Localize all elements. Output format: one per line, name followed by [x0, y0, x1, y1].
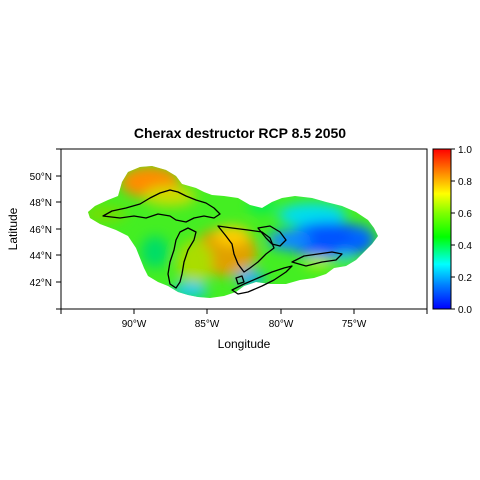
- region-blob: [335, 252, 355, 264]
- lake-erie-outline: [231, 265, 293, 295]
- region-blob: [278, 203, 346, 227]
- color-bar: [432, 148, 452, 310]
- y-tick-label: 46°N: [30, 225, 52, 236]
- x-axis-label: Longitude: [218, 337, 271, 351]
- region-blob: [214, 226, 250, 246]
- region-blob: [248, 199, 276, 213]
- x-tick-label: 90°W: [122, 319, 147, 330]
- y-axis-label: Latitude: [6, 207, 20, 250]
- heatmap-surface: [88, 166, 378, 298]
- color-bar-label: 1.0: [458, 145, 472, 156]
- lake-ontario-outline: [291, 251, 343, 267]
- color-bar-label: 0.4: [458, 241, 472, 252]
- lake-superior-outline: [102, 189, 221, 223]
- chart-title: Cherax destructor RCP 8.5 2050: [134, 125, 346, 141]
- color-bar-label: 0.0: [458, 305, 472, 316]
- x-tick-label: 85°W: [195, 319, 220, 330]
- x-axis: [60, 309, 428, 314]
- y-tick-label: 42°N: [30, 278, 52, 289]
- region-blob: [348, 226, 372, 246]
- lake-huron-outline: [217, 225, 275, 273]
- y-axis: [56, 148, 61, 310]
- region-blob: [172, 282, 208, 298]
- region-blob: [268, 230, 312, 250]
- georgian-bay-outline: [257, 225, 287, 247]
- color-bar-label: 0.8: [458, 177, 472, 188]
- color-bar-ticks: [451, 148, 455, 310]
- lake-michigan-outline: [167, 227, 197, 289]
- color-bar-label: 0.6: [458, 209, 472, 220]
- x-tick-label: 80°W: [269, 319, 294, 330]
- region-blob: [177, 240, 213, 284]
- y-tick-label: 48°N: [30, 198, 52, 209]
- x-tick-label: 75°W: [342, 319, 367, 330]
- region-blob: [144, 186, 196, 206]
- region-blob: [88, 206, 127, 222]
- region-blob: [141, 236, 169, 268]
- region-blob: [304, 256, 332, 268]
- color-bar-label: 0.2: [458, 273, 472, 284]
- y-tick-label: 44°N: [30, 251, 52, 262]
- y-tick-label: 50°N: [30, 172, 52, 183]
- lake-st-clair-outline: [235, 275, 245, 285]
- lake-outlines: [102, 189, 343, 295]
